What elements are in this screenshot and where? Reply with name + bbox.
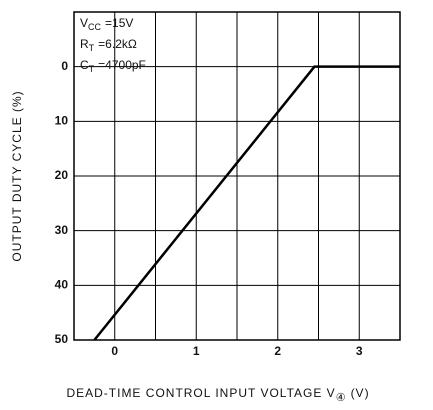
data-line bbox=[93, 65, 400, 341]
annotation-sub: T bbox=[89, 64, 95, 74]
annotation: VCC =15V bbox=[80, 16, 133, 32]
annotation-base: C bbox=[80, 58, 89, 72]
y-tick-label: 40 bbox=[55, 278, 69, 292]
x-axis-label-rest: (V) bbox=[351, 386, 370, 400]
x-axis-label-base: DEAD-TIME CONTROL INPUT VOLTAGE V bbox=[66, 386, 335, 400]
annotation-base: R bbox=[80, 37, 89, 51]
y-tick-label: 50 bbox=[55, 332, 69, 346]
x-tick-label: 3 bbox=[356, 344, 363, 358]
x-tick-label: 2 bbox=[274, 344, 281, 358]
annotation: RT =6.2kΩ bbox=[80, 37, 137, 53]
x-axis-label: DEAD-TIME CONTROL INPUT VOLTAGE V④ (V) bbox=[66, 386, 369, 404]
y-tick-label: 0 bbox=[61, 59, 68, 73]
annotation-rest: =6.2kΩ bbox=[98, 37, 137, 51]
x-axis-label-sub: ④ bbox=[336, 392, 347, 404]
annotation-rest: =15V bbox=[105, 16, 133, 30]
annotation-sub: T bbox=[89, 43, 95, 53]
y-tick-label: 20 bbox=[55, 168, 69, 182]
annotation-rest: =4700pF bbox=[98, 58, 146, 72]
x-tick-label: 0 bbox=[111, 344, 118, 358]
y-tick-label: 30 bbox=[55, 223, 69, 237]
y-tick-label: 10 bbox=[55, 114, 69, 128]
x-tick-label: 1 bbox=[193, 344, 200, 358]
annotation-base: V bbox=[80, 16, 88, 30]
annotation: CT =4700pF bbox=[80, 58, 146, 74]
annotation-sub: CC bbox=[88, 22, 101, 32]
y-axis-label: OUTPUT DUTY CYCLE (%) bbox=[10, 90, 24, 261]
